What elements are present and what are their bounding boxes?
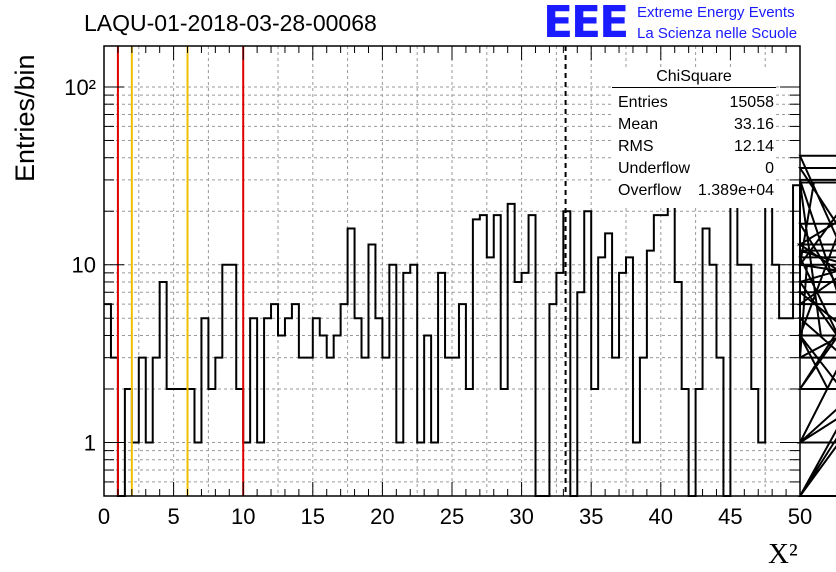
stats-row-entries: Entries 15058 bbox=[618, 94, 774, 116]
x-tick-label: 45 bbox=[718, 504, 742, 529]
eee-logo-line2: La Scienza nelle Scuole bbox=[637, 25, 798, 42]
y-tick-label: 10² bbox=[64, 75, 96, 100]
x-tick-label: 15 bbox=[301, 504, 325, 529]
x-tick-label: 5 bbox=[167, 504, 179, 529]
eee-logo-line1: Extreme Energy Events bbox=[637, 4, 795, 21]
stats-value: 1.389e+04 bbox=[697, 182, 774, 199]
stats-value: 33.16 bbox=[733, 116, 774, 133]
stats-row-rms: RMS 12.14 bbox=[618, 138, 774, 160]
stats-value: 0 bbox=[765, 160, 774, 177]
x-tick-label: 0 bbox=[98, 504, 110, 529]
stats-key: Overflow bbox=[618, 182, 682, 199]
stats-value: 12.14 bbox=[733, 138, 774, 155]
stats-key: RMS bbox=[618, 138, 654, 155]
y-tick-label: 10 bbox=[72, 253, 96, 278]
stats-key: Entries bbox=[618, 94, 668, 111]
x-tick-label: 30 bbox=[509, 504, 533, 529]
x-tick-label: 35 bbox=[579, 504, 603, 529]
y-tick-label: 1 bbox=[84, 430, 96, 455]
x-tick-label: 20 bbox=[370, 504, 394, 529]
stats-box: ChiSquare Entries 15058 Mean 33.16 RMS 1… bbox=[612, 68, 776, 208]
stats-row-underflow: Underflow 0 bbox=[618, 160, 774, 182]
stats-key: Mean bbox=[618, 116, 659, 133]
stats-key: Underflow bbox=[618, 160, 691, 177]
stats-row-overflow: Overflow 1.389e+04 bbox=[618, 182, 774, 204]
x-tick-label: 40 bbox=[649, 504, 673, 529]
stats-title: ChiSquare bbox=[612, 68, 776, 88]
stats-row-mean: Mean 33.16 bbox=[618, 116, 774, 138]
x-axis-label: X² bbox=[768, 538, 798, 570]
x-tick-label: 25 bbox=[440, 504, 464, 529]
x-tick-label: 10 bbox=[231, 504, 255, 529]
stats-value: 15058 bbox=[729, 94, 775, 111]
run-title: LAQU-01-2018-03-28-00068 bbox=[84, 10, 377, 36]
x-tick-label: 50 bbox=[788, 504, 812, 529]
y-axis-label: Entries/bin bbox=[10, 54, 40, 182]
eee-logo: EEE bbox=[543, 0, 629, 48]
